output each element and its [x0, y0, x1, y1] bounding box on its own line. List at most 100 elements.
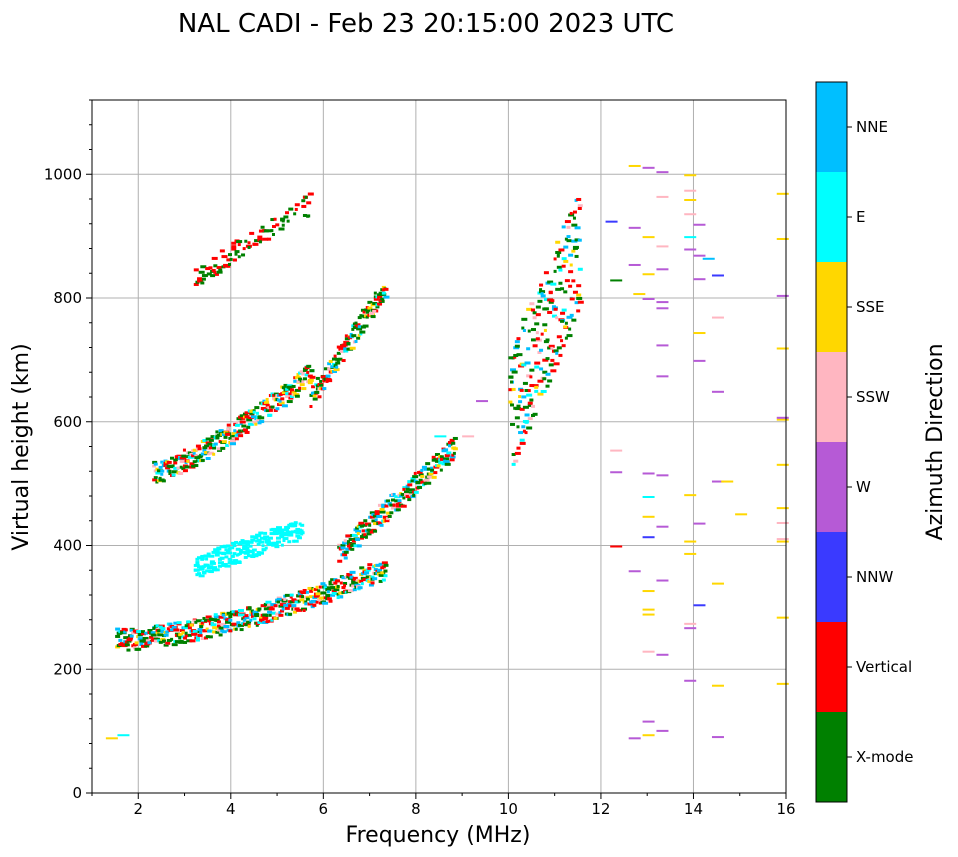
echo-pixel: [378, 298, 382, 302]
echo-pixel: [266, 539, 270, 543]
echo-pixel: [550, 369, 557, 373]
echo-pixel: [577, 300, 584, 304]
echo-pixel: [351, 533, 358, 537]
x-tick-label: 10: [499, 800, 518, 818]
echo-pixel: [191, 464, 196, 468]
echo-pixel: [522, 405, 529, 409]
echo-pixel: [328, 599, 333, 603]
echo-pixel: [511, 356, 515, 360]
echo-pixel: [195, 638, 200, 642]
echo-pixel: [153, 639, 159, 643]
echo-pixel: [364, 522, 371, 526]
echo-pixel: [381, 561, 388, 565]
echo-pixel: [263, 602, 268, 606]
echo-pixel: [355, 526, 360, 530]
echo-pixel: [684, 248, 697, 251]
echo-pixel: [529, 302, 535, 306]
echo-pixel: [375, 305, 380, 309]
echo-pixel: [343, 539, 347, 543]
echo-pixel: [555, 240, 561, 244]
echo-pixel: [315, 592, 322, 596]
echo-pixel: [402, 496, 406, 500]
echo-pixel: [572, 216, 576, 220]
x-axis-label: Frequency (MHz): [346, 823, 531, 848]
echo-pixel: [542, 370, 548, 374]
echo-pixel: [519, 388, 524, 392]
echo-pixel: [356, 524, 360, 528]
echo-pixel: [340, 544, 346, 548]
echo-pixel: [428, 472, 434, 476]
echo-pixel: [295, 534, 301, 538]
echo-pixel: [317, 589, 321, 593]
echo-pixel: [301, 380, 305, 384]
echo-pixel: [214, 272, 219, 276]
echo-pixel: [246, 620, 252, 624]
echo-pixel: [263, 616, 268, 620]
echo-pixel: [265, 229, 272, 233]
echo-pixel: [374, 512, 380, 516]
echo-pixel: [261, 548, 266, 552]
echo-pixel: [197, 277, 203, 281]
echo-pixel: [338, 591, 344, 595]
echo-pixel: [170, 628, 175, 632]
echo-pixel: [394, 495, 401, 499]
y-axis-label: Virtual height (km): [9, 343, 34, 550]
echo-pixel: [353, 544, 360, 548]
echo-pixel: [309, 595, 315, 599]
echo-pixel: [294, 388, 301, 392]
echo-pixel: [331, 370, 337, 374]
echo-pixel: [260, 225, 265, 229]
echo-pixel: [369, 511, 376, 515]
echo-pixel: [351, 334, 357, 338]
echo-pixel: [449, 455, 456, 459]
echo-pixel: [576, 293, 582, 297]
echo-pixel: [574, 238, 580, 242]
echo-pixel: [265, 613, 269, 617]
echo-pixel: [327, 379, 333, 383]
echo-pixel: [243, 551, 250, 555]
echo-pixel: [206, 552, 211, 556]
echo-pixel: [561, 344, 566, 348]
echo-pixel: [285, 392, 290, 396]
echo-pixel: [327, 362, 332, 366]
echo-pixel: [522, 429, 526, 433]
echo-pixel: [280, 528, 286, 532]
echo-pixel: [264, 408, 268, 412]
echo-pixel: [532, 384, 539, 388]
echo-pixel: [256, 542, 261, 546]
echo-pixel: [224, 555, 229, 559]
echo-pixel: [262, 613, 268, 617]
echo-pixel: [373, 514, 378, 518]
echo-pixel: [307, 192, 314, 196]
echo-pixel: [174, 640, 181, 644]
echo-pixel: [372, 309, 377, 313]
echo-pixel: [174, 633, 178, 637]
echo-pixel: [294, 207, 298, 211]
echo-pixel: [315, 600, 319, 604]
echo-pixel: [430, 468, 435, 472]
echo-pixel: [529, 368, 535, 372]
echo-pixel: [576, 197, 582, 201]
echo-pixel: [216, 620, 221, 624]
echo-pixel: [343, 347, 348, 351]
echo-pixel: [514, 340, 520, 344]
echo-pixel: [244, 411, 251, 415]
echo-pixel: [373, 529, 378, 533]
echo-pixel: [297, 599, 301, 603]
echo-pixel: [628, 263, 641, 266]
echo-pixel: [152, 464, 157, 468]
echo-pixel: [326, 586, 333, 590]
echo-pixel: [239, 613, 246, 617]
echo-pixel: [351, 579, 356, 583]
echo-pixel: [447, 444, 451, 448]
echo-pixel: [288, 604, 295, 608]
echo-pixel: [299, 370, 305, 374]
echo-pixel: [280, 603, 287, 607]
echo-pixel: [576, 284, 582, 288]
echo-pixel: [390, 506, 396, 510]
echo-pixel: [610, 449, 623, 452]
echo-pixel: [264, 546, 268, 550]
echo-pixel: [384, 504, 389, 508]
echo-pixel: [264, 401, 270, 405]
echo-pixel: [229, 558, 233, 562]
